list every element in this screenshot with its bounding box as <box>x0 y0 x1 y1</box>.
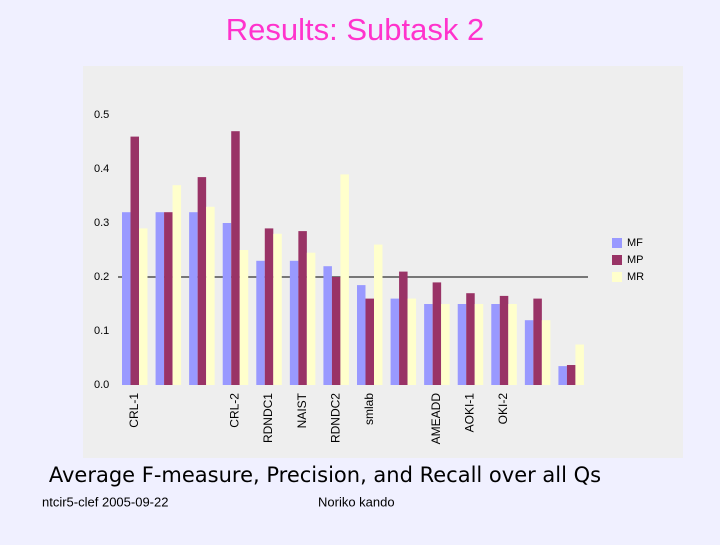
bar <box>558 366 567 385</box>
bar <box>256 260 265 385</box>
bar <box>289 260 299 385</box>
bar <box>499 295 509 385</box>
bar <box>390 298 400 385</box>
bar <box>164 212 173 385</box>
bar <box>323 266 332 385</box>
footer-left: ntcir5-clef 2005-09-22 <box>42 494 168 509</box>
bar <box>566 365 576 385</box>
y-tick-label: 0.4 <box>94 163 109 175</box>
bar <box>155 212 165 385</box>
chart-area <box>83 66 683 458</box>
x-tick-label: AMEADD <box>429 393 443 445</box>
x-tick-label: CRL-2 <box>228 393 242 428</box>
x-tick-label: OKI-2 <box>496 393 510 425</box>
bar <box>197 177 207 385</box>
bar <box>541 320 551 385</box>
y-tick-label: 0.1 <box>94 325 109 337</box>
bar <box>340 174 349 385</box>
x-tick-label: NAIST <box>295 392 309 428</box>
bar <box>130 136 139 385</box>
legend-label: MR <box>627 271 644 283</box>
caption: Average F-measure, Precision, and Recall… <box>49 463 601 487</box>
bar <box>474 304 484 385</box>
legend-label: MF <box>627 237 643 249</box>
bar <box>575 344 584 385</box>
bar <box>139 228 148 385</box>
bar <box>273 233 282 385</box>
bar <box>365 298 374 385</box>
bar <box>122 212 131 385</box>
legend-label: MP <box>627 254 644 266</box>
bar <box>491 304 500 385</box>
legend-swatch <box>612 272 622 282</box>
bar <box>399 271 408 385</box>
bar <box>508 304 517 385</box>
bar <box>357 285 366 385</box>
x-tick-label: smlab <box>362 393 376 425</box>
bar <box>533 298 542 385</box>
bar <box>189 212 198 385</box>
bar <box>231 131 240 385</box>
y-tick-label: 0.0 <box>94 379 109 391</box>
bar <box>424 304 433 385</box>
bar <box>264 228 274 385</box>
y-tick-label: 0.2 <box>94 271 109 283</box>
x-tick-label: RDNDC1 <box>261 393 275 443</box>
bar <box>432 282 442 385</box>
bar <box>441 304 450 385</box>
bar <box>524 320 534 385</box>
bar <box>239 250 249 385</box>
legend-swatch <box>612 238 622 248</box>
bar <box>222 223 232 385</box>
x-tick-label: RDNDC2 <box>328 393 342 443</box>
bar <box>331 277 341 385</box>
footer-center: Noriko kando <box>318 494 395 509</box>
bar <box>306 252 316 385</box>
bar <box>374 244 383 385</box>
bar <box>407 298 417 385</box>
bar <box>466 293 475 385</box>
x-tick-label: CRL-1 <box>127 393 141 428</box>
bar <box>206 206 215 385</box>
x-tick-label: AOKI-1 <box>463 393 477 433</box>
bar <box>298 231 307 385</box>
slide-title: Results: Subtask 2 <box>226 12 484 47</box>
bar <box>457 304 467 385</box>
y-tick-label: 0.3 <box>94 217 109 229</box>
bar <box>172 185 182 385</box>
legend-swatch <box>612 255 622 265</box>
y-tick-label: 0.5 <box>94 109 109 121</box>
